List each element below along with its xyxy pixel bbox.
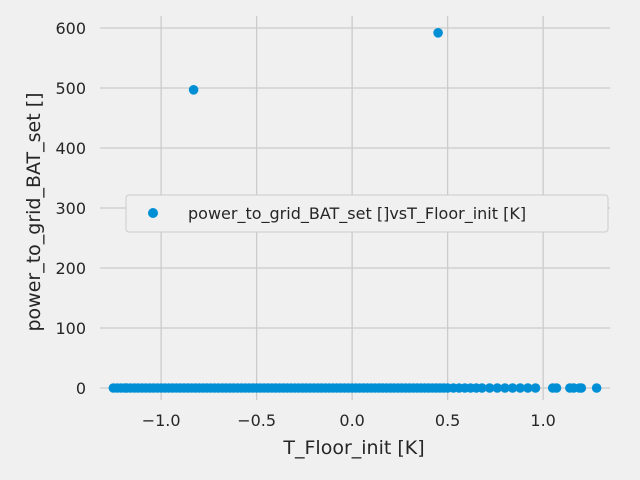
data-point bbox=[530, 383, 541, 393]
data-point bbox=[551, 383, 562, 393]
data-point bbox=[433, 28, 443, 38]
legend-marker bbox=[148, 208, 158, 218]
x-tick-label: −0.5 bbox=[237, 411, 276, 430]
legend-box bbox=[125, 194, 609, 233]
y-tick-label: 100 bbox=[55, 319, 86, 338]
data-points bbox=[108, 28, 602, 393]
data-point bbox=[523, 383, 533, 393]
data-point bbox=[484, 383, 495, 393]
data-point bbox=[515, 383, 526, 393]
data-point bbox=[188, 85, 199, 95]
x-axis-title: T_Floor_init [K] bbox=[282, 437, 424, 459]
data-point bbox=[477, 383, 487, 393]
legend: power_to_grid_BAT_set []vsT_Floor_init [… bbox=[125, 194, 609, 233]
x-tick-label: 1.0 bbox=[530, 411, 555, 430]
y-tick-label: 200 bbox=[55, 259, 86, 278]
data-point bbox=[500, 383, 510, 393]
data-point bbox=[576, 383, 587, 393]
y-tick-label: 600 bbox=[55, 19, 86, 38]
y-tick-label: 400 bbox=[55, 139, 86, 158]
tick-labels: −1.0 −0.5 0.0 0.5 1.0 0 100 200 300 400 500 600 bbox=[55, 19, 555, 430]
data-point bbox=[507, 383, 518, 393]
data-point bbox=[591, 383, 602, 393]
y-tick-label: 500 bbox=[55, 79, 86, 98]
x-tick-label: −1.0 bbox=[142, 411, 181, 430]
y-axis-title: power_to_grid_BAT_set [] bbox=[23, 92, 45, 331]
x-tick-label: 0.0 bbox=[339, 411, 364, 430]
legend-label: power_to_grid_BAT_set []vsT_Floor_init [… bbox=[188, 204, 526, 224]
x-tick-label: 0.5 bbox=[435, 411, 460, 430]
y-tick-label: 300 bbox=[55, 199, 86, 218]
data-point bbox=[492, 383, 503, 393]
y-tick-label: 0 bbox=[76, 379, 86, 398]
